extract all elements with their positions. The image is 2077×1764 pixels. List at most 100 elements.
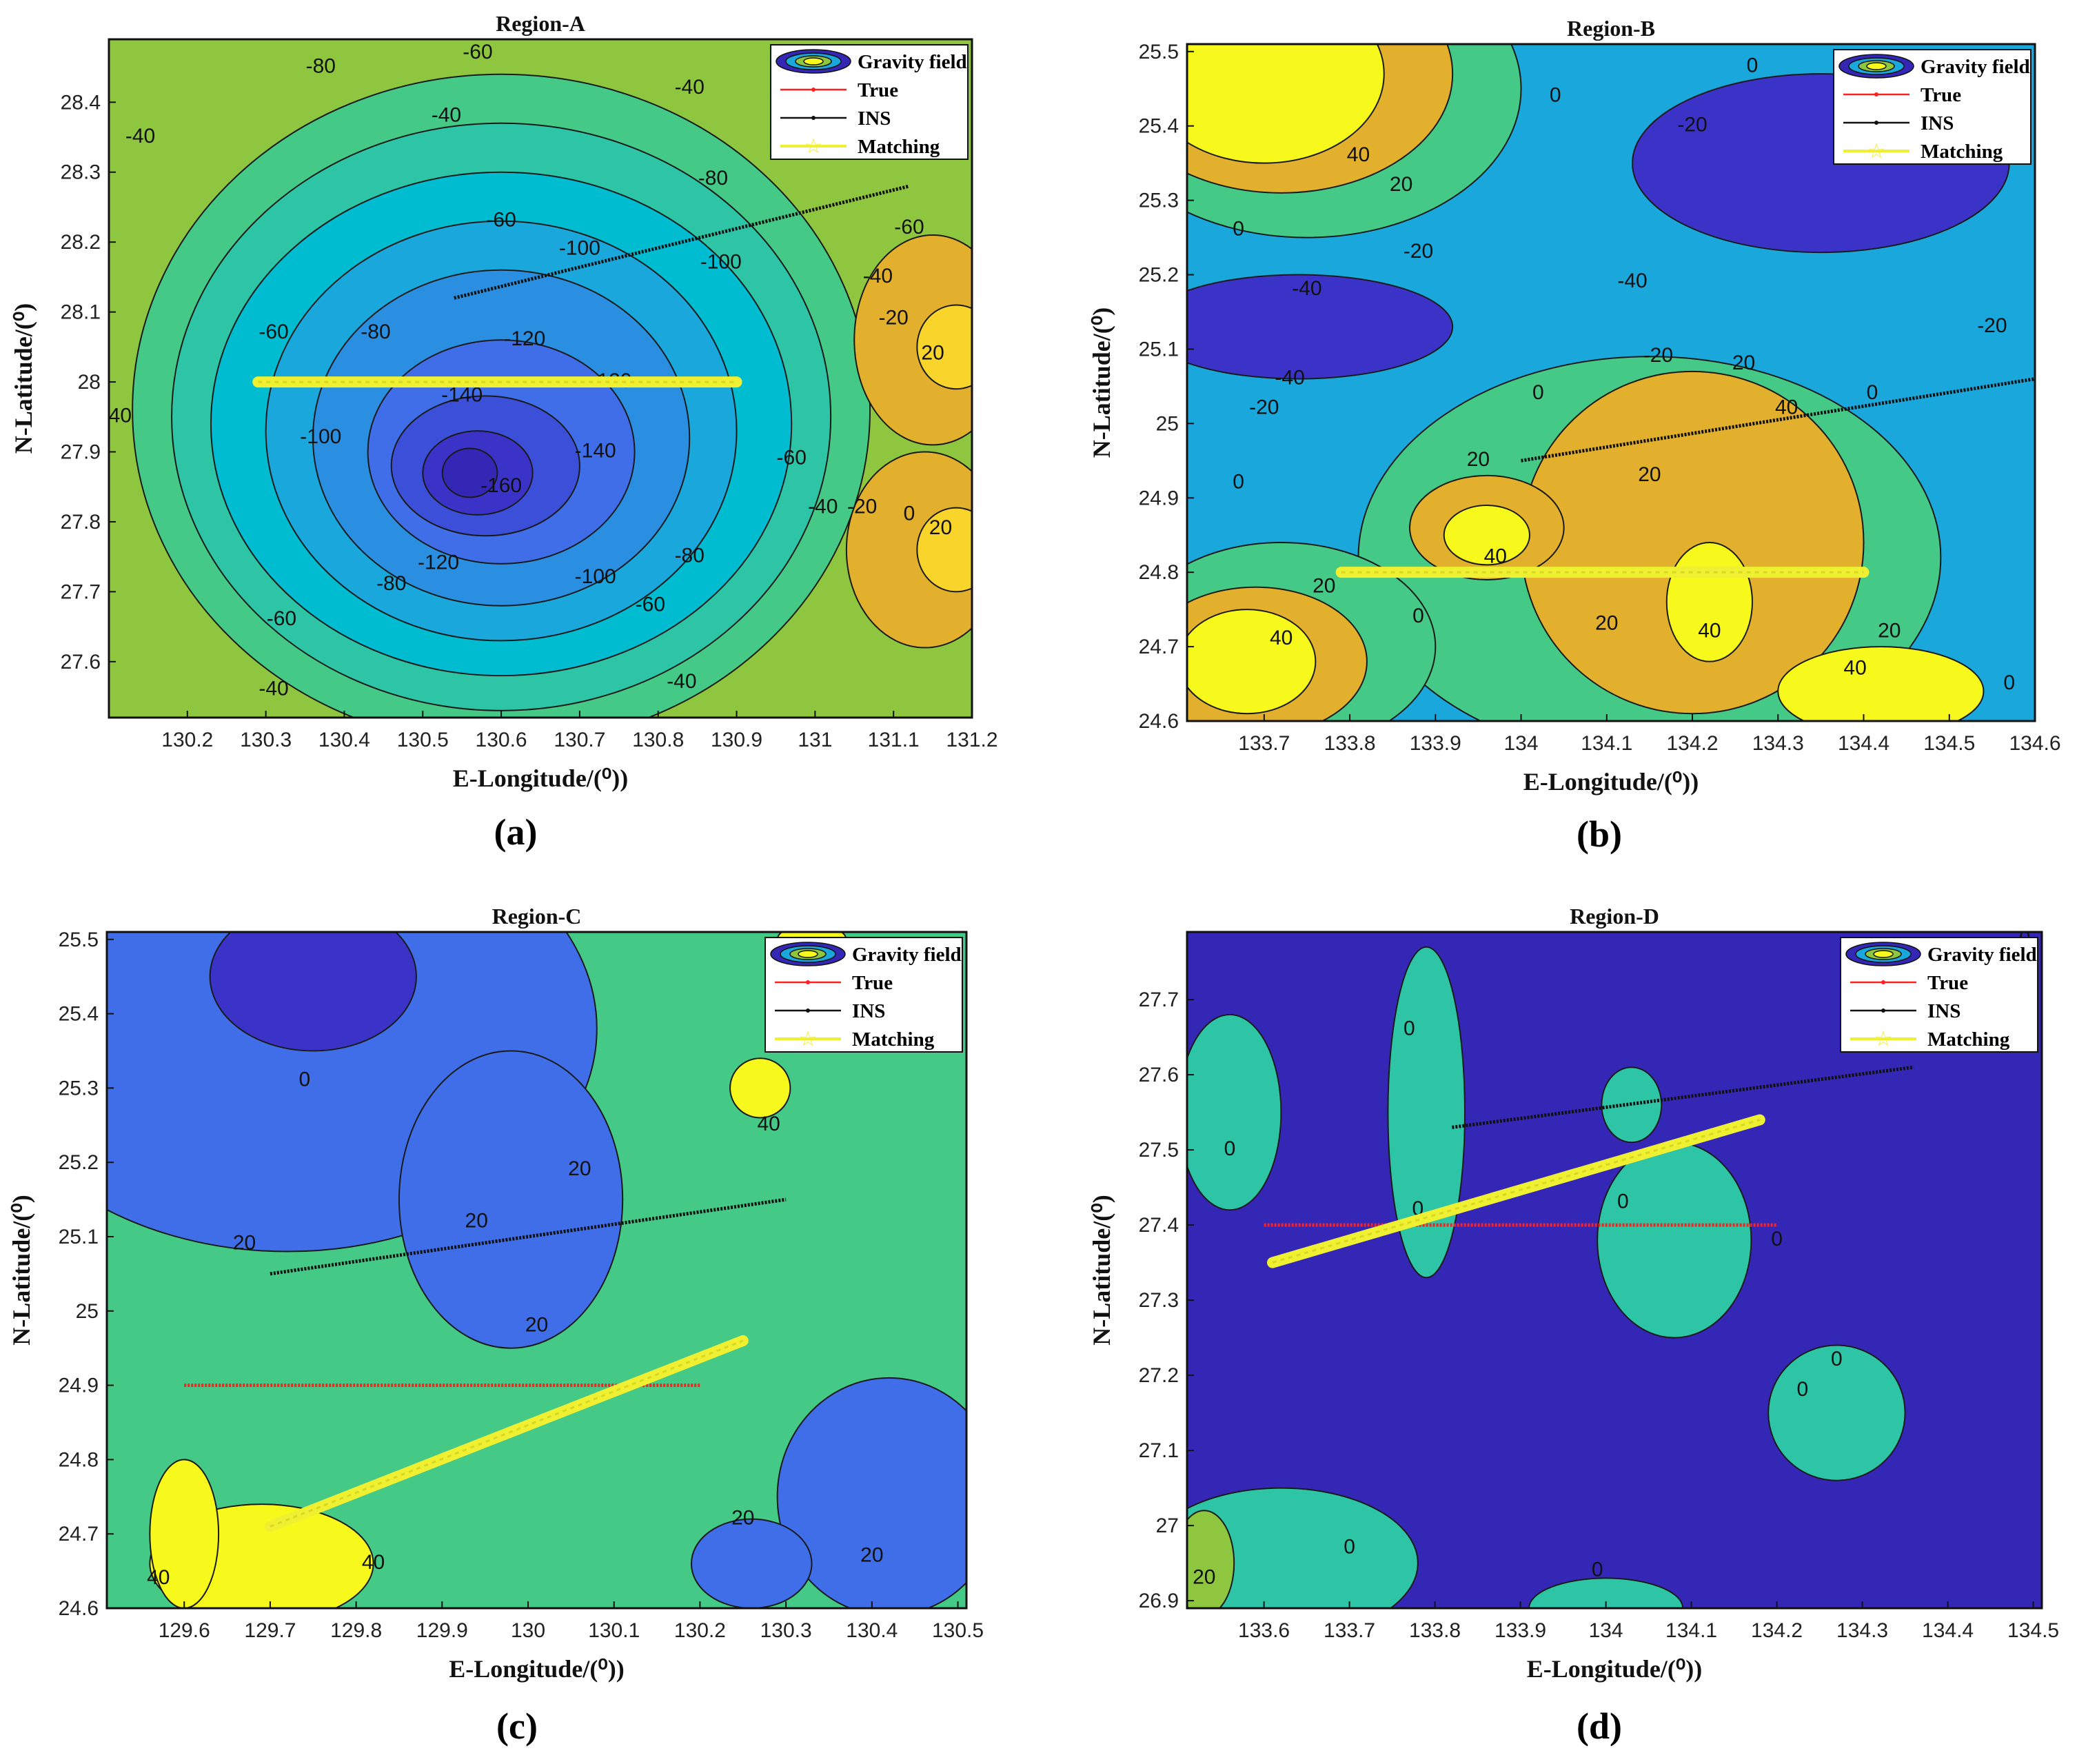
contour-region [441,447,498,498]
contour-label: 0 [1344,1536,1355,1559]
legend-label: INS [858,108,891,130]
contour-label: -80 [361,321,390,343]
x-tick-label: 133.8 [1409,1619,1461,1642]
contour-label: -40 [125,125,155,148]
y-tick-label: 27.7 [61,580,101,603]
ins-line [454,184,910,300]
legend-label: INS [852,1000,885,1022]
contour-label: -100 [559,236,600,259]
series-matching [264,1335,749,1532]
y-tick-label: 25.3 [1139,190,1179,212]
contour-label: -40 [102,405,132,427]
x-tick-label: 134.3 [1836,1619,1888,1642]
panel-b: 0 -20 0 40 20 0 -20 -40 -40 -40 -20 -20 20 40 0 0 -20 20 2… [1088,16,2061,855]
y-tick-label: 28.1 [61,301,101,324]
legend-label: Gravity field [1921,56,2030,78]
contour-label: 0 [1532,381,1544,404]
contour-label: -80 [675,545,705,567]
contour-label: -40 [808,496,838,518]
contour-label: 40 [1698,619,1721,642]
x-tick-label: 131 [798,729,832,751]
series-matching [1267,1114,1765,1268]
legend-star-icon: ☆ [804,134,823,159]
x-tick-label: 130.9 [711,729,762,751]
plot-frame [1186,43,2036,722]
series-ins [270,1197,787,1276]
y-axis-label: N-Latitude/(⁰) [1088,1195,1115,1345]
contour-region [853,234,972,446]
contour-label: -80 [698,167,728,190]
x-tick-label: 130.8 [632,729,684,751]
contour-label: -120 [418,551,459,574]
contour-label: -60 [894,216,924,239]
x-tick-label: 129.8 [330,1619,382,1642]
legend: Gravity field True INS ☆ Matching [1833,49,2032,165]
contour-label: -60 [267,607,296,630]
chart-title: Region-D [1570,904,1659,929]
x-tick-label: 133.9 [1410,732,1461,755]
contour-label: 40 [1775,396,1798,419]
legend-label: INS [1927,1000,1961,1022]
x-tick-label: 129.7 [244,1619,296,1642]
legend-label: True [1921,84,1961,106]
contour-label: -40 [1292,277,1321,300]
contour-label: 40 [1484,545,1507,568]
contour-region [398,1050,624,1349]
contour-label: -20 [1643,344,1673,367]
contour-label: -60 [636,594,665,616]
plot-frame [1186,931,2043,1610]
y-tick-label: 28 [78,371,101,394]
x-tick-label: 134.3 [1752,732,1804,755]
contour-region [1597,1142,1752,1339]
y-tick-label: 24.9 [59,1375,99,1397]
contour-label: -20 [879,307,909,330]
contour-label: 0 [1796,1378,1808,1401]
contour-region [1767,1344,1906,1481]
x-tick-label: 133.9 [1495,1619,1546,1642]
y-tick-label: 27.7 [1139,989,1179,1011]
chart-title: Region-B [1567,16,1655,41]
y-tick-label: 27 [1156,1514,1179,1537]
x-tick-label: 133.6 [1238,1619,1290,1642]
x-tick-label: 134.1 [1581,732,1632,755]
x-tick-label: 134.5 [2007,1619,2059,1642]
contour-region [1665,542,1754,662]
contour-label: 0 [1412,605,1424,627]
legend: Gravity field True INS ☆ Matching [770,44,969,160]
contour-label: 40 [147,1566,170,1589]
contour-region [1187,274,1454,380]
y-tick-label: 24.6 [59,1597,99,1620]
contour-label: 0 [1233,471,1244,494]
contour-label: 0 [1617,1190,1629,1213]
x-tick-label: 129.9 [416,1619,468,1642]
x-tick-label: 134.1 [1665,1619,1717,1642]
y-axis-label: N-Latitude/(⁰) [8,1195,35,1345]
contour-label: 0 [1224,1137,1236,1160]
x-tick-label: 130 [511,1619,545,1642]
matching-markers [1272,1119,1761,1264]
contour-label: 20 [1467,448,1490,471]
y-tick-label: 28.3 [61,161,101,184]
y-tick-label: 25 [76,1300,99,1323]
x-axis-label: E-Longitude/(⁰)) [453,764,628,792]
x-axis-label: E-Longitude/(⁰)) [1527,1655,1702,1683]
x-tick-label: 134.4 [1922,1619,1974,1642]
legend-label: Matching [1927,1028,2010,1051]
contour-label: 0 [1867,381,1878,404]
contour-region [1443,505,1530,566]
legend-star-icon: ☆ [1867,139,1886,163]
contour-label: 40 [758,1113,780,1135]
legend-label: True [1927,972,1968,994]
legend-dot-icon [811,116,815,120]
contour-label: -160 [480,474,522,497]
contour-label: 0 [1592,1558,1603,1581]
contour-label: 20 [525,1313,548,1336]
y-tick-label: 27.1 [1139,1439,1179,1462]
panel-caption: (c) [496,1705,538,1747]
legend-label: True [852,972,893,994]
x-axis-label: E-Longitude/(⁰)) [1523,768,1699,795]
contour-label: 20 [568,1157,591,1180]
legend-dot-icon [806,980,810,984]
y-tick-label: 25.5 [59,929,99,951]
